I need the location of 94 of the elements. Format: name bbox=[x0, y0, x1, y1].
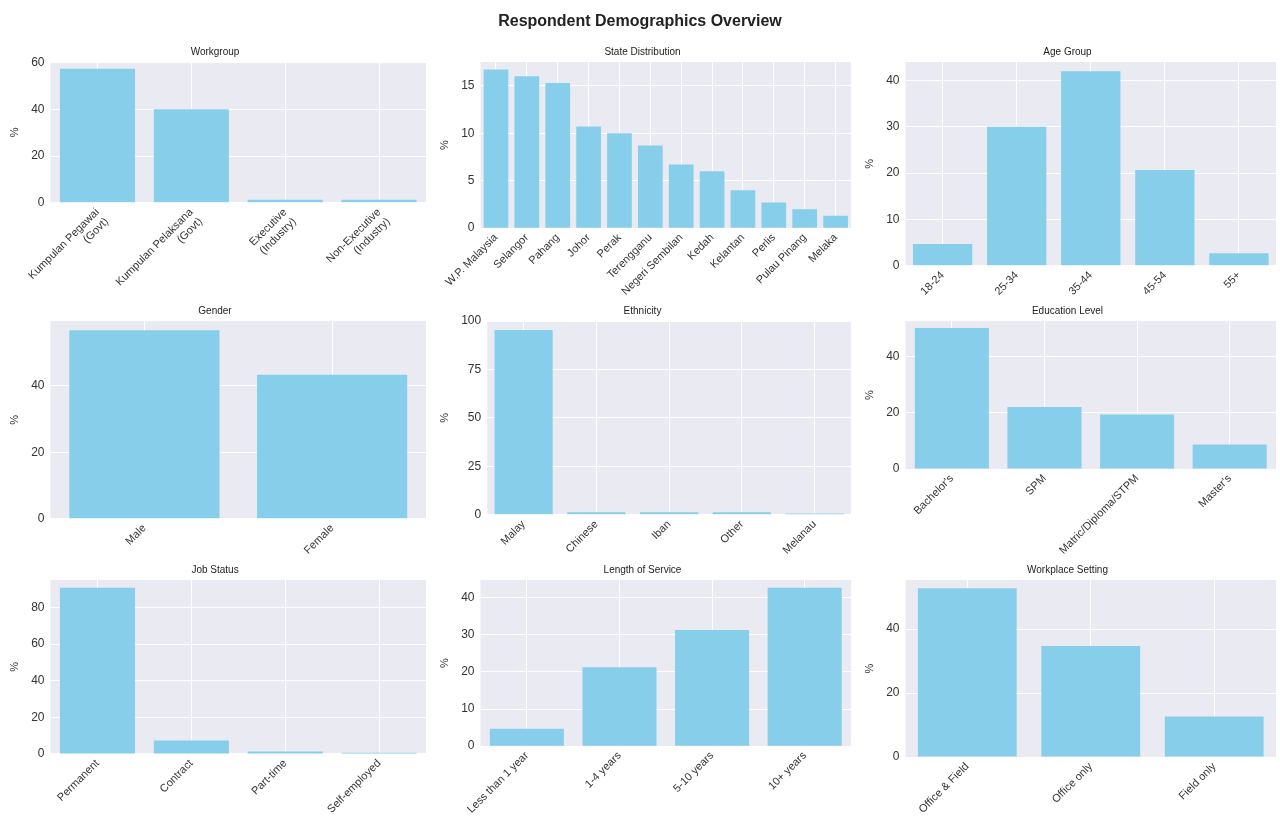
text: Respondent Demographics Overview bbox=[498, 12, 782, 30]
y-axis-title: % bbox=[862, 389, 875, 400]
bar bbox=[1007, 407, 1082, 469]
y-axis-title: % bbox=[437, 657, 450, 668]
y-tick-label: 10 bbox=[886, 211, 900, 226]
bar bbox=[640, 512, 699, 515]
y-tick-label: 40 bbox=[886, 348, 900, 363]
y-axis-title: % bbox=[7, 661, 20, 672]
y-tick-label: 15 bbox=[461, 78, 475, 93]
bar bbox=[494, 330, 553, 515]
bar bbox=[675, 630, 750, 746]
y-axis-title: % bbox=[437, 412, 450, 423]
y-axis-title: % bbox=[862, 158, 875, 169]
chart-title: Length of Service bbox=[603, 563, 682, 575]
bar bbox=[1209, 253, 1269, 266]
y-tick-label: 0 bbox=[467, 738, 475, 753]
y-tick-label: 0 bbox=[892, 258, 900, 273]
bar bbox=[59, 587, 136, 754]
y-tick-label: 0 bbox=[37, 746, 45, 761]
bar bbox=[668, 164, 694, 228]
bar bbox=[153, 109, 229, 203]
bar bbox=[987, 126, 1047, 266]
y-tick-label: 60 bbox=[31, 54, 45, 69]
y-tick-label: 0 bbox=[892, 749, 900, 764]
chart-title: Job Status bbox=[191, 563, 239, 575]
chart-title: Workgroup bbox=[190, 45, 240, 57]
y-tick-label: 30 bbox=[461, 627, 475, 642]
bar bbox=[1100, 414, 1175, 469]
chart-title: State Distribution bbox=[604, 45, 681, 57]
bar bbox=[1061, 71, 1121, 266]
y-tick-label: 0 bbox=[37, 511, 45, 526]
y-tick-label: 20 bbox=[31, 709, 45, 724]
bar bbox=[792, 209, 818, 228]
y-axis-title: % bbox=[862, 663, 875, 674]
y-tick-label: 10 bbox=[461, 125, 475, 140]
y-tick-label: 20 bbox=[886, 165, 900, 180]
y-tick-label: 25 bbox=[467, 458, 482, 473]
y-tick-label: 40 bbox=[31, 378, 45, 393]
y-tick-label: 40 bbox=[31, 673, 45, 688]
x-tick-label: 55+ bbox=[1220, 268, 1243, 291]
bar bbox=[514, 76, 540, 228]
chart-title: Workplace Setting bbox=[1027, 563, 1108, 575]
chart-title: Ethnicity bbox=[623, 304, 662, 316]
bar bbox=[153, 740, 229, 754]
y-tick-label: 40 bbox=[886, 72, 900, 87]
bar bbox=[1041, 645, 1141, 757]
bar bbox=[730, 190, 756, 228]
y-tick-label: 50 bbox=[467, 410, 482, 425]
y-tick-label: 20 bbox=[886, 685, 900, 700]
y-tick-label: 0 bbox=[37, 195, 45, 210]
bar bbox=[1135, 169, 1195, 266]
y-axis-title: % bbox=[7, 414, 20, 425]
y-tick-label: 100 bbox=[461, 313, 482, 328]
y-tick-label: 40 bbox=[461, 590, 475, 605]
y-tick-label: 20 bbox=[886, 404, 900, 419]
y-tick-label: 60 bbox=[31, 636, 45, 651]
bar bbox=[767, 587, 842, 746]
bar bbox=[699, 171, 725, 228]
bar bbox=[489, 728, 564, 746]
y-tick-label: 20 bbox=[461, 664, 475, 679]
y-tick-label: 20 bbox=[31, 444, 45, 459]
bar bbox=[823, 215, 848, 228]
bar bbox=[582, 667, 657, 746]
y-tick-label: 0 bbox=[467, 220, 475, 235]
bar bbox=[917, 588, 1017, 757]
bar bbox=[914, 328, 989, 469]
y-tick-label: 40 bbox=[886, 621, 900, 636]
chart-title: Education Level bbox=[1031, 304, 1104, 316]
bar bbox=[712, 512, 771, 515]
y-tick-label: 10 bbox=[461, 701, 475, 716]
bar bbox=[637, 145, 663, 228]
bar bbox=[483, 69, 509, 228]
y-tick-label: 75 bbox=[467, 361, 482, 376]
x-tick-label: Iban bbox=[649, 517, 673, 542]
bar bbox=[576, 126, 601, 228]
bar bbox=[912, 244, 973, 266]
y-tick-label: 0 bbox=[892, 461, 900, 476]
y-tick-label: 30 bbox=[886, 119, 900, 134]
chart-title: Age Group bbox=[1043, 45, 1093, 57]
y-tick-label: 80 bbox=[31, 599, 45, 614]
y-tick-label: 20 bbox=[31, 148, 45, 163]
chart-title: Gender bbox=[198, 304, 233, 316]
bar bbox=[761, 202, 787, 228]
bar bbox=[567, 512, 626, 515]
bar bbox=[59, 68, 136, 203]
bar bbox=[607, 133, 632, 228]
y-tick-label: 0 bbox=[474, 507, 482, 522]
y-tick-label: 5 bbox=[467, 173, 475, 187]
bar bbox=[1164, 716, 1264, 757]
bar bbox=[1192, 444, 1267, 469]
bar bbox=[545, 82, 571, 228]
y-axis-title: % bbox=[437, 139, 450, 150]
y-axis-title: % bbox=[7, 127, 20, 138]
y-tick-label: 40 bbox=[31, 101, 45, 116]
